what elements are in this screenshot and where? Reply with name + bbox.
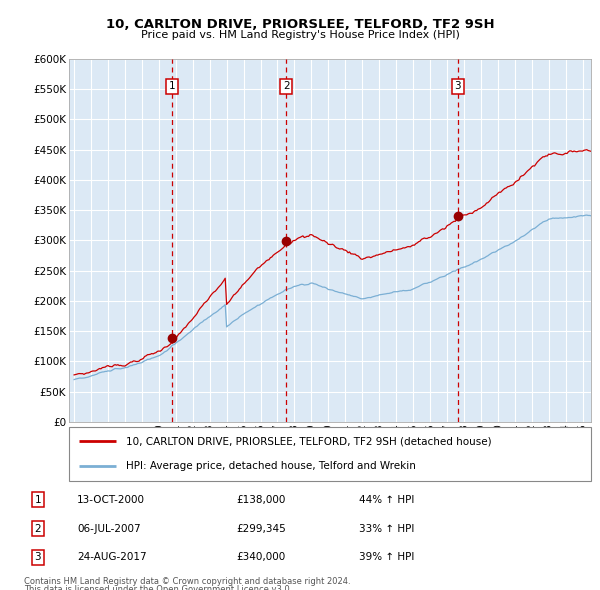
Text: 33% ↑ HPI: 33% ↑ HPI (359, 524, 414, 533)
Text: 06-JUL-2007: 06-JUL-2007 (77, 524, 140, 533)
Text: £340,000: £340,000 (236, 552, 285, 562)
FancyBboxPatch shape (69, 427, 591, 481)
Text: £138,000: £138,000 (236, 495, 286, 505)
Text: 44% ↑ HPI: 44% ↑ HPI (359, 495, 414, 505)
Text: HPI: Average price, detached house, Telford and Wrekin: HPI: Average price, detached house, Telf… (127, 461, 416, 471)
Text: 39% ↑ HPI: 39% ↑ HPI (359, 552, 414, 562)
Text: Contains HM Land Registry data © Crown copyright and database right 2024.: Contains HM Land Registry data © Crown c… (24, 577, 350, 586)
Text: 10, CARLTON DRIVE, PRIORSLEE, TELFORD, TF2 9SH: 10, CARLTON DRIVE, PRIORSLEE, TELFORD, T… (106, 18, 494, 31)
Text: Price paid vs. HM Land Registry's House Price Index (HPI): Price paid vs. HM Land Registry's House … (140, 30, 460, 40)
Text: 2: 2 (35, 524, 41, 533)
Text: £299,345: £299,345 (236, 524, 286, 533)
Text: 13-OCT-2000: 13-OCT-2000 (77, 495, 145, 505)
Text: 1: 1 (35, 495, 41, 505)
Text: 3: 3 (455, 81, 461, 91)
Text: 3: 3 (35, 552, 41, 562)
Text: This data is licensed under the Open Government Licence v3.0.: This data is licensed under the Open Gov… (24, 585, 292, 590)
Text: 10, CARLTON DRIVE, PRIORSLEE, TELFORD, TF2 9SH (detached house): 10, CARLTON DRIVE, PRIORSLEE, TELFORD, T… (127, 436, 492, 446)
Text: 2: 2 (283, 81, 289, 91)
Text: 1: 1 (169, 81, 176, 91)
Text: 24-AUG-2017: 24-AUG-2017 (77, 552, 146, 562)
